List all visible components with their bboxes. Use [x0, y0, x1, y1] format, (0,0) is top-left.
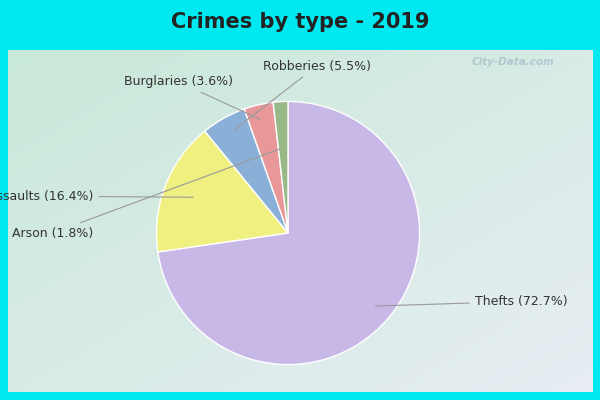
Text: Burglaries (3.6%): Burglaries (3.6%) [124, 75, 260, 119]
Text: Robberies (5.5%): Robberies (5.5%) [233, 60, 371, 130]
Wedge shape [244, 102, 288, 233]
Text: City-Data.com: City-Data.com [472, 57, 554, 67]
Text: Crimes by type - 2019: Crimes by type - 2019 [171, 12, 429, 32]
Text: Arson (1.8%): Arson (1.8%) [12, 149, 281, 240]
Text: Thefts (72.7%): Thefts (72.7%) [376, 295, 568, 308]
Wedge shape [273, 102, 288, 233]
Wedge shape [158, 102, 419, 364]
Text: Assaults (16.4%): Assaults (16.4%) [0, 190, 193, 203]
Wedge shape [205, 109, 288, 233]
Wedge shape [157, 131, 288, 252]
